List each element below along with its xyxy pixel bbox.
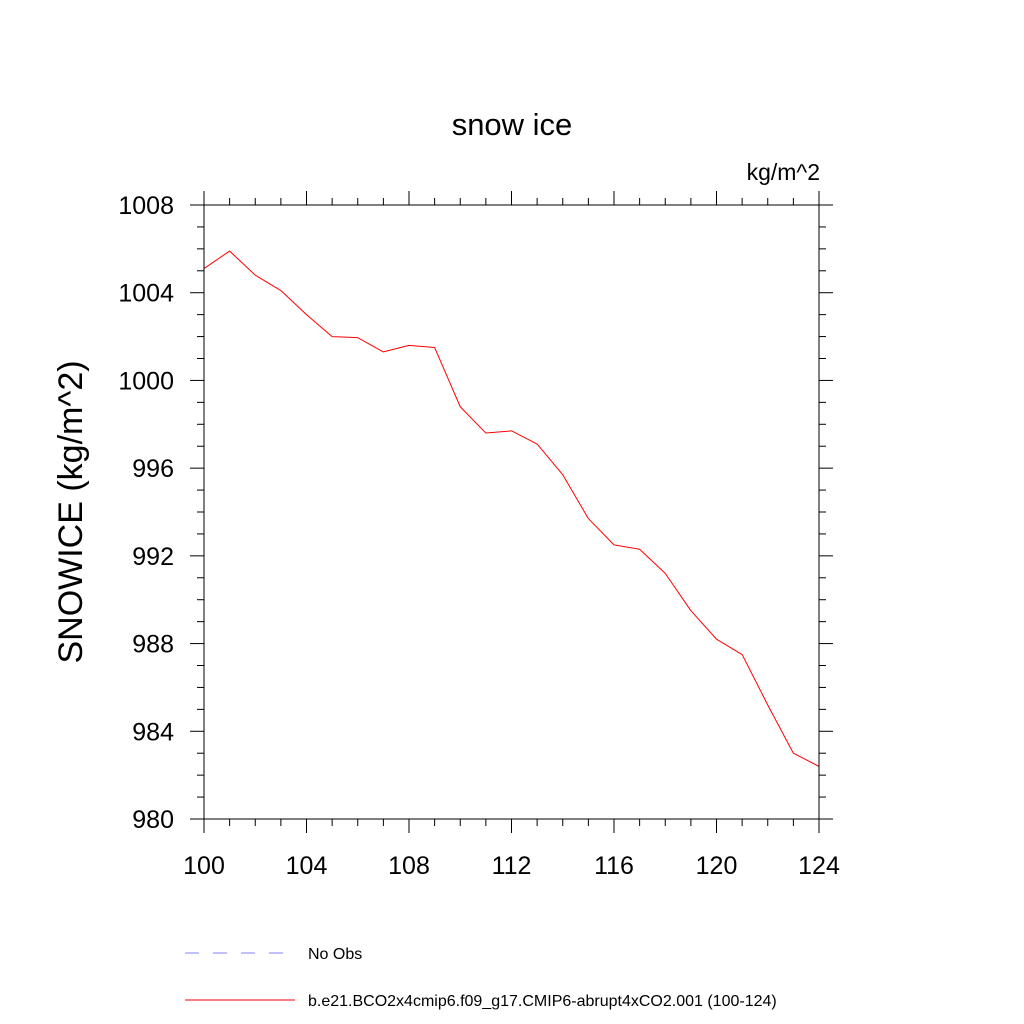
axis-ticks <box>190 191 833 833</box>
y-tick-label: 1004 <box>118 280 174 308</box>
x-tick-label: 120 <box>696 852 738 880</box>
y-tick-label: 984 <box>132 718 174 746</box>
units-label: kg/m^2 <box>747 159 820 185</box>
y-tick-label: 980 <box>132 806 174 834</box>
y-axis-label: SNOWICE (kg/m^2) <box>52 360 90 663</box>
series-lines <box>203 250 820 767</box>
y-tick-label: 992 <box>132 543 174 571</box>
legend-label-no-obs: No Obs <box>308 946 362 963</box>
tick-labels: 100 104 108 112 116 120 124 980 984 988 992 996 1000… <box>118 192 840 880</box>
x-tick-label: 104 <box>286 852 328 880</box>
series-line-0 <box>203 250 820 767</box>
y-tick-label: 988 <box>132 631 174 659</box>
x-tick-label: 112 <box>492 852 532 880</box>
x-tick-label: 116 <box>594 852 634 880</box>
x-tick-label: 108 <box>388 852 430 880</box>
y-tick-label: 996 <box>132 455 174 483</box>
legend: No Obs b.e21.BCO2x4cmip6.f09_g17.CMIP6-a… <box>185 946 777 1010</box>
x-tick-label: 124 <box>798 852 840 880</box>
legend-label-model-run: b.e21.BCO2x4cmip6.f09_g17.CMIP6-abrupt4x… <box>308 993 777 1010</box>
y-tick-label: 1000 <box>118 367 174 395</box>
chart-title: snow ice <box>452 107 573 142</box>
y-tick-label: 1008 <box>118 192 174 220</box>
x-tick-label: 100 <box>183 852 225 880</box>
plot-frame <box>203 204 820 820</box>
